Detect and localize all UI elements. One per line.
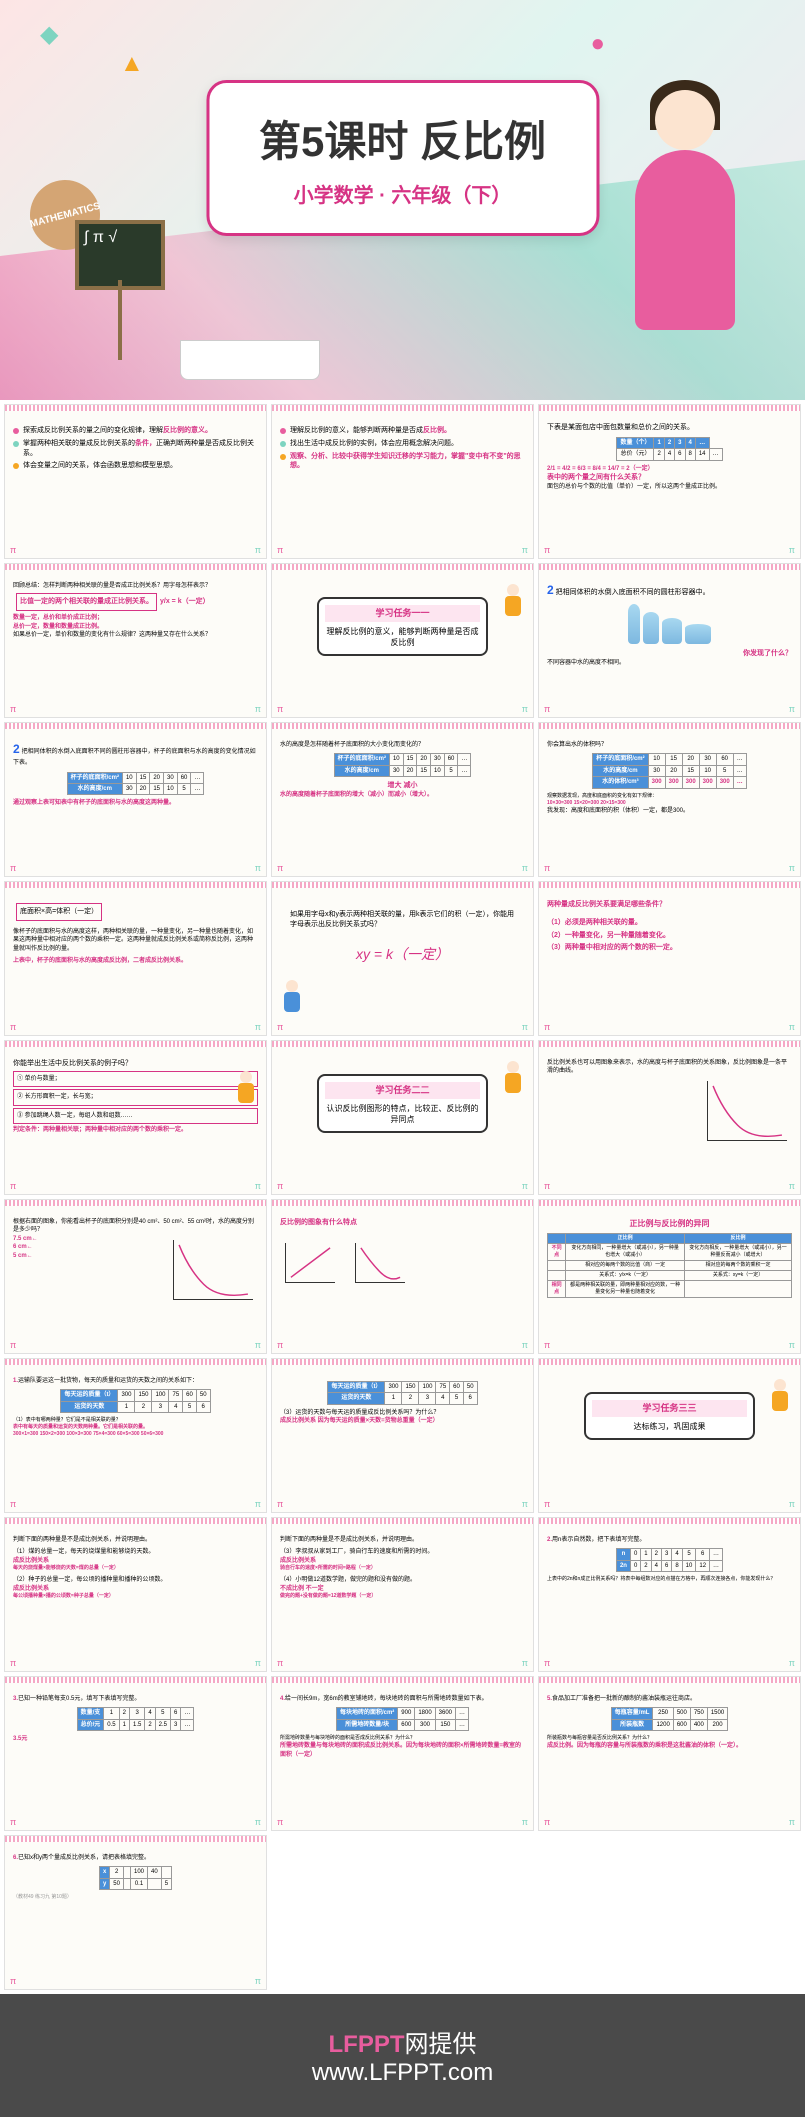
slide-thumbnail: 4.给一间长9m，宽6m的教室铺地砖，每块地砖的面积与所需地砖数量如下表。每块地… bbox=[271, 1676, 534, 1831]
slide-thumbnail: 如果用字母x和y表示两种相关联的量，用k表示它们的积（一定），你能用字母表示出反… bbox=[271, 881, 534, 1036]
teacher-illustration bbox=[605, 50, 765, 330]
slide-thumbnail: 下表是某面包店中面包数量和总价之间的关系。数量（个）1234…总价（元）2468… bbox=[538, 404, 801, 559]
slide-thumbnail: 你会算出水的体积吗？杯子的底面积/cm²1015203060…水的高度/cm30… bbox=[538, 722, 801, 877]
slide-thumbnail: 判断下面的两种量是不是成比例关系，并说明理由。（3）李叔叔从家到工厂，骑自行车的… bbox=[271, 1517, 534, 1672]
slide-thumbnail: 回顾总结：怎样判断两种相关联的量是否成正比例关系？用字母怎样表示？比值一定的两个… bbox=[4, 563, 267, 718]
deco-shape: ◆ bbox=[40, 20, 58, 49]
slide-thumbnail: 正比例与反比例的异同正比例反比例不同点变化方向相同，一种量增大（或减小），另一种… bbox=[538, 1199, 801, 1354]
slide-thumbnail: 6.已知x和y两个量成反比例关系，请把表格填完整。x210040y500.15（… bbox=[4, 1835, 267, 1990]
footer-suffix: 网提供 bbox=[405, 2031, 477, 2058]
slide-thumbnail: 反比例关系也可以用图象来表示，水的高度与杯子底面积的关系图象，反比例图象是一条平… bbox=[538, 1040, 801, 1195]
slide-thumbnail: 理解反比例的意义，能够判断两种量是否成反比例。找出生活中成反比例的实例，体会应用… bbox=[271, 404, 534, 559]
slide-thumbnail: 2 把相同体积的水倒入底面积不同的圆柱形容器中，杯子的底面积与水的高度的变化情况… bbox=[4, 722, 267, 877]
book-illustration bbox=[180, 340, 320, 380]
slide-thumbnail: 学习任务二二认识反比例图形的特点，比较正、反比例的异同点ππ bbox=[271, 1040, 534, 1195]
slide-thumbnail: 每天运的质量（t）300150100756050运货的天数123456（3）运货… bbox=[271, 1358, 534, 1513]
slide-thumbnail: 1.运输队要运这一批货物，每天的质量和运货的天数之间的关系如下：每天运的质量（t… bbox=[4, 1358, 267, 1513]
lesson-subtitle: 小学数学 · 六年级（下） bbox=[259, 179, 546, 208]
footer: LFPPT网提供 www.LFPPT.com bbox=[0, 1994, 805, 2117]
slide-thumbnail: 根据右面的图象，你能看出杯子的底面积分别是40 cm²、50 cm²、55 cm… bbox=[4, 1199, 267, 1354]
slides-grid: 探索成反比例关系的量之间的变化规律，理解反比例的意义。掌握两种相关联的量成反比例… bbox=[0, 400, 805, 1994]
slide-thumbnail: 水的高度是怎样随着杯子底面积的大小变化而变化的？杯子的底面积/cm²101520… bbox=[271, 722, 534, 877]
hero-banner: ◆ ▲ ● MATHEMATICS ∫ π √ 第5课时 反比例 小学数学 · … bbox=[0, 0, 805, 400]
slide-thumbnail: 学习任务三三达标练习，巩固成果ππ bbox=[538, 1358, 801, 1513]
title-card: 第5课时 反比例 小学数学 · 六年级（下） bbox=[206, 80, 599, 236]
slide-thumbnail: 判断下面的两种量是不是成比例关系，并说明理由。（1）煤的总量一定，每天的烧煤量和… bbox=[4, 1517, 267, 1672]
slide-thumbnail: 学习任务一一理解反比例的意义，能够判断两种量是否成反比例ππ bbox=[271, 563, 534, 718]
slide-thumbnail: 底面积×高=体积（一定）像杯子的底面积与水的高度这样，两种相关联的量，一种量变化… bbox=[4, 881, 267, 1036]
deco-shape: ● bbox=[591, 30, 606, 58]
slide-thumbnail: 探索成反比例关系的量之间的变化规律，理解反比例的意义。掌握两种相关联的量成反比例… bbox=[4, 404, 267, 559]
slide-thumbnail: 2.用n表示自然数，把下表填写完整。n0123456…2n024681012…上… bbox=[538, 1517, 801, 1672]
footer-brand: LFPPT bbox=[329, 2031, 405, 2058]
footer-url: www.LFPPT.com bbox=[312, 2059, 493, 2086]
deco-shape: ▲ bbox=[120, 50, 144, 78]
slide-thumbnail: 你能举出生活中反比例关系的例子吗？① 单价与数量；② 长方形面积一定，长与宽；③… bbox=[4, 1040, 267, 1195]
slide-thumbnail: 2 把相同体积的水倒入底面积不同的圆柱形容器中。你发现了什么？不同容器中水的高度… bbox=[538, 563, 801, 718]
easel-illustration: ∫ π √ bbox=[60, 200, 180, 360]
slide-thumbnail: 5.食品加工厂准备把一批新的酿制的酱油装瓶运往商店。每瓶容量/mL2505007… bbox=[538, 1676, 801, 1831]
slide-thumbnail: 反比例的图象有什么特点ππ bbox=[271, 1199, 534, 1354]
slide-thumbnail: 3.已知一种铅笔每支0.5元，填写下表填写完整。数量/支123456…总价/元0… bbox=[4, 1676, 267, 1831]
lesson-title: 第5课时 反比例 bbox=[259, 108, 546, 169]
slide-thumbnail: 两种量成反比例关系要满足哪些条件？（1）必须是两种相关联的量。（2）一种量变化，… bbox=[538, 881, 801, 1036]
